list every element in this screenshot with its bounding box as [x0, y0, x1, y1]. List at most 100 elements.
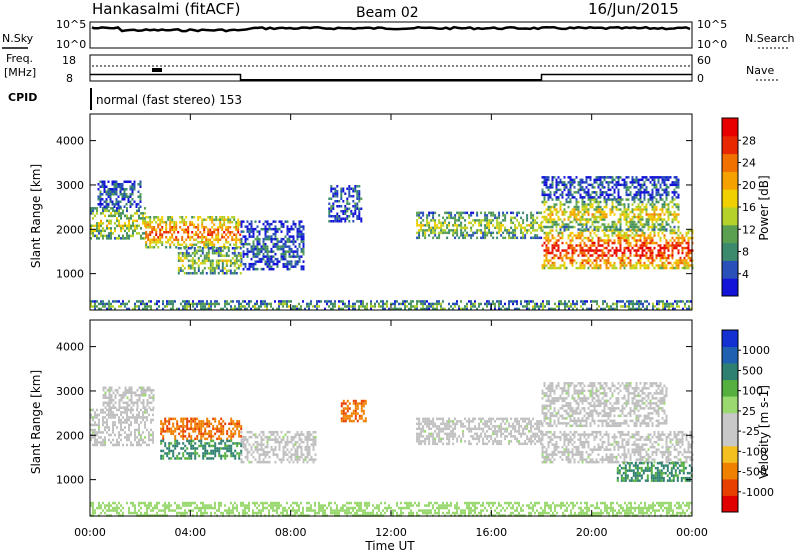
colorbar-segment: [722, 189, 738, 208]
echo-region: [541, 198, 680, 231]
colorbar-tick-label: 1000: [742, 344, 770, 357]
echo-region: [541, 430, 694, 464]
y-tick-label: 3000: [56, 179, 84, 192]
colorbar-segment: [722, 429, 738, 447]
echo-region: [340, 399, 367, 423]
nsearch-label: N.Search: [745, 32, 795, 45]
colorbar-frame: [721, 329, 739, 513]
colorbar-segment: [722, 153, 738, 172]
nave-label: Nave: [746, 64, 774, 77]
echo-region: [160, 439, 243, 460]
colorbar-tick-label: 20: [742, 179, 756, 192]
colorbar-segment: [722, 224, 738, 244]
plot-background: [90, 114, 692, 310]
freq-right-tick-bottom: 0: [697, 72, 704, 85]
colorbar-segment: [722, 171, 738, 190]
noise-panel-frame: [89, 21, 693, 49]
noise-right-tick-top: 10^5: [697, 18, 727, 31]
velocity-colorbar-label: Velocity [m s-1]: [757, 385, 771, 479]
velocity-ylabel: Slant Range [km]: [29, 370, 43, 474]
colorbar-tick-label: -500: [742, 466, 767, 479]
colorbar-segment: [722, 118, 738, 137]
colorbar-tick-label: -1000: [742, 486, 774, 499]
freq-left-tick-top: 18: [62, 54, 76, 67]
date-title: 16/Jun/2015: [588, 0, 679, 18]
colorbar-tick-label: 100: [742, 385, 763, 398]
x-tick-label: 12:00: [375, 526, 407, 539]
echo-region: [416, 211, 543, 240]
freq-label-line2: [MHz]: [4, 66, 36, 79]
station-title: Hankasalmi (fitACF): [92, 0, 240, 18]
freq-right-tick-top: 60: [697, 54, 711, 67]
freq-label-line1: Freq.: [6, 52, 33, 65]
echo-region: [541, 382, 668, 428]
colorbar-segment: [722, 495, 738, 513]
colorbar-segment: [722, 242, 738, 261]
x-tick-label: 08:00: [275, 526, 307, 539]
cpid-label: CPID: [8, 91, 37, 104]
noise-right-tick-bottom: 10^0: [697, 38, 727, 51]
colorbar-tick-label: -25: [742, 425, 760, 438]
echo-region: [160, 417, 243, 441]
colorbar-tick-label: 500: [742, 364, 763, 377]
colorbar-segment: [722, 346, 738, 364]
power-ylabel: Slant Range [km]: [29, 164, 43, 268]
power-panel: 1000 2000 3000 4000: [56, 113, 694, 311]
y-tick-label: 3000: [56, 385, 84, 398]
echo-region: [102, 386, 155, 409]
colorbar-segment: [722, 330, 738, 347]
y-tick-label: 4000: [56, 135, 84, 148]
colorbar-segment: [722, 412, 738, 430]
echo-region: [90, 300, 692, 311]
cpid-text: normal (fast stereo) 153: [96, 93, 242, 107]
beam-title: Beam 02: [356, 5, 419, 21]
colorbar-tick-label: 12: [742, 223, 756, 236]
colorbar-tick-label: -100: [742, 445, 767, 458]
colorbar-tick-label: 28: [742, 134, 756, 147]
colorbar-segment: [722, 478, 738, 496]
colorbar-tick-label: 8: [742, 246, 749, 259]
colorbar-segment: [722, 363, 738, 381]
velocity-panel: 1000 2000 3000 4000 00:00 04:00 08:00 12:00 16:0…: [56, 319, 708, 539]
echo-region: [97, 180, 142, 208]
x-tick-label: 00:00: [676, 526, 708, 539]
echo-region: [541, 176, 680, 199]
colorbar-segment: [722, 260, 738, 279]
x-tick-label: 16:00: [475, 526, 507, 539]
colorbar-tick-label: 16: [742, 201, 756, 214]
freq-marker: [152, 68, 162, 72]
colorbar-tick-label: 4: [742, 268, 749, 281]
colorbar-segment: [722, 379, 738, 397]
power-colorbar: 28 24 20 16 12 8 4: [721, 117, 756, 297]
nsky-noise-trace: [91, 25, 691, 33]
x-tick-label: 04:00: [174, 526, 206, 539]
noise-left-tick-bottom: 10^0: [56, 38, 86, 51]
colorbar-tick-label: 25: [742, 405, 756, 418]
power-colorbar-label: Power [dB]: [757, 175, 771, 240]
freq-left-tick-bottom: 8: [66, 72, 73, 85]
y-tick-label: 4000: [56, 341, 84, 354]
echo-region: [177, 247, 242, 275]
y-tick-label: 2000: [56, 223, 84, 236]
colorbar-segment: [722, 445, 738, 463]
echo-region: [240, 220, 305, 271]
echo-region: [416, 417, 543, 446]
colorbar-segment: [722, 396, 738, 414]
echo-region: [90, 207, 146, 240]
nsky-label: N.Sky: [2, 32, 34, 45]
colorbar-segment: [722, 462, 738, 480]
colorbar-tick-label: 24: [742, 157, 756, 170]
noise-left-tick-top: 10^5: [56, 18, 86, 31]
freq-panel-frame: [89, 54, 693, 82]
x-tick-label: 00:00: [74, 526, 106, 539]
echo-region: [328, 185, 363, 223]
colorbar-segment: [722, 278, 738, 297]
y-tick-label: 1000: [56, 268, 84, 281]
y-tick-label: 1000: [56, 474, 84, 487]
nave-trace: [90, 73, 692, 81]
echo-region: [90, 408, 154, 447]
colorbar-segment: [722, 135, 738, 155]
y-tick-label: 2000: [56, 429, 84, 442]
echo-region: [240, 430, 317, 464]
